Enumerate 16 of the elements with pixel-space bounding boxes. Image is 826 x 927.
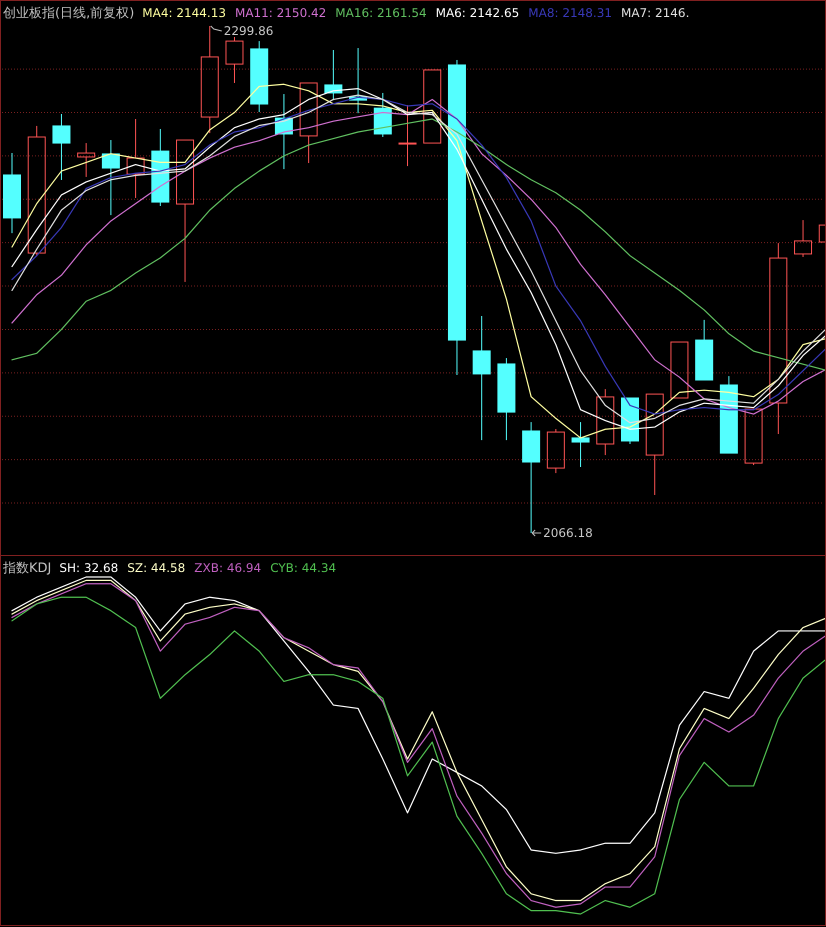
legend-item: MA11: 2150.42 xyxy=(234,6,326,20)
legend-item: ZXB: 46.94 xyxy=(194,561,262,575)
note: 2066.18 xyxy=(532,526,593,540)
legend-item: SZ: 44.58 xyxy=(127,561,186,575)
annotation: 2066.18 xyxy=(543,526,593,540)
note: 2299.86 xyxy=(210,24,274,38)
annotation: 2299.86 xyxy=(224,24,274,38)
legend-item: MA4: 2144.13 xyxy=(142,6,226,20)
legend-item: MA8: 2148.31 xyxy=(528,6,612,20)
legend-item: CYB: 44.34 xyxy=(270,561,336,575)
legend-item: MA7: 2146. xyxy=(620,6,690,20)
title: 创业板指(日线,前复权) xyxy=(3,6,134,21)
title: 指数KDJ xyxy=(3,561,52,576)
legend-item: SH: 32.68 xyxy=(59,561,118,575)
legend-item: MA16: 2161.54 xyxy=(335,6,427,20)
legend-item: MA6: 2142.65 xyxy=(436,6,520,20)
